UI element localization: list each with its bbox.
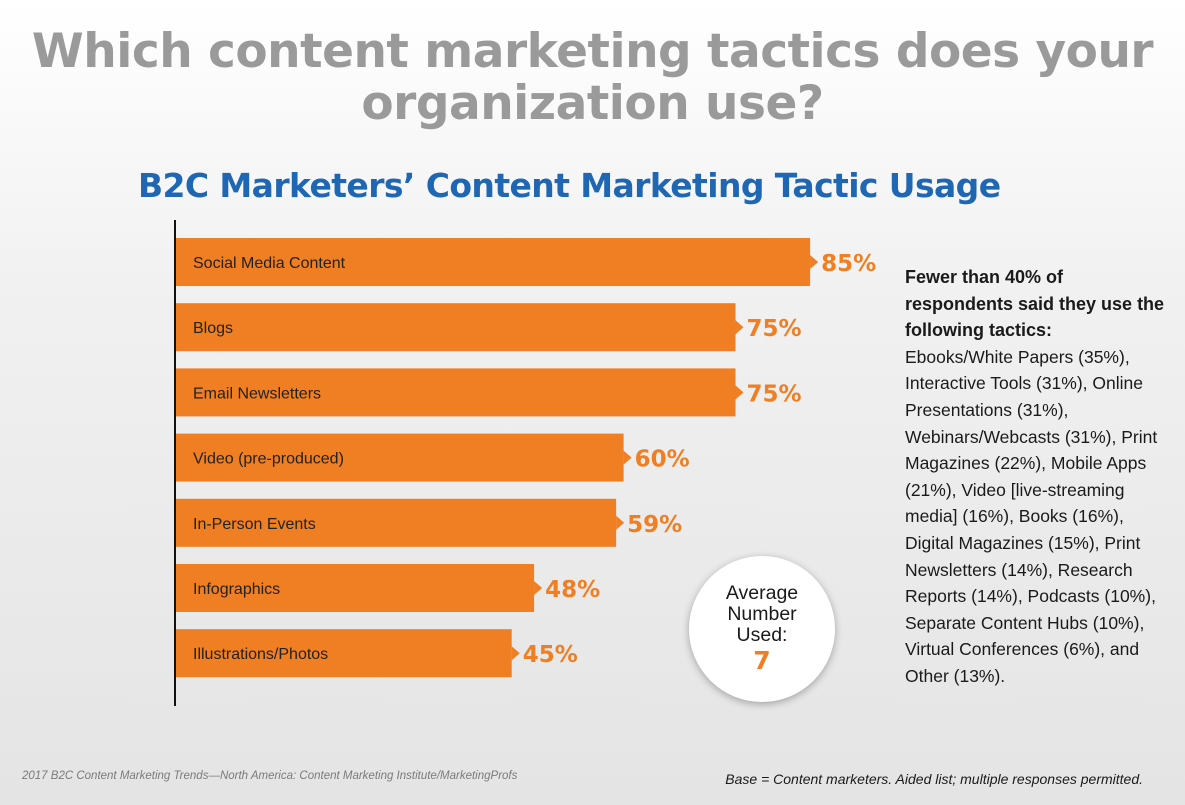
chart-title: B2C Marketers’ Content Marketing Tactic … <box>138 166 1001 205</box>
bar-pointer <box>511 646 520 661</box>
value-label: 60% <box>635 447 690 473</box>
bar <box>176 238 811 286</box>
category-label: Illustrations/Photos <box>193 646 328 663</box>
value-label: 59% <box>627 512 682 538</box>
category-label: Video (pre-produced) <box>193 451 344 468</box>
value-label: 75% <box>747 316 802 342</box>
category-label: Infographics <box>193 581 280 598</box>
average-number-value: 7 <box>753 645 771 675</box>
bar <box>176 564 535 612</box>
bar-pointer <box>534 581 543 595</box>
bar <box>176 498 617 547</box>
bar <box>176 303 736 352</box>
source-citation: 2017 B2C Content Marketing Trends—North … <box>22 770 518 782</box>
value-label: 48% <box>545 577 600 603</box>
bar-pointer <box>810 255 819 269</box>
other-tactics-list: Ebooks/White Papers (35%), Interactive T… <box>905 346 1158 686</box>
headline: Which content marketing tactics does you… <box>31 24 1154 131</box>
bar-pointer <box>616 515 625 530</box>
value-label: 85% <box>821 251 876 277</box>
bar-pointer <box>623 450 632 465</box>
bar <box>176 368 736 417</box>
category-label: Blogs <box>193 320 233 337</box>
bar-pointer <box>735 385 744 400</box>
base-note: Base = Content marketers. Aided list; mu… <box>725 771 1143 787</box>
other-tactics-note: Fewer than 40% of respondents said they … <box>905 264 1175 690</box>
other-tactics-lead: Fewer than 40% of respondents said they … <box>905 267 1165 341</box>
category-label: Social Media Content <box>193 255 346 272</box>
category-label: Email Newsletters <box>193 385 321 402</box>
bars: Social Media Content 85% Blogs 75% Email New… <box>176 238 876 678</box>
value-label: 45% <box>523 642 578 668</box>
bar <box>176 433 624 482</box>
average-number-badge: Average Number Used: 7 <box>689 556 835 702</box>
bar-pointer <box>735 320 744 335</box>
average-number-label: Average Number Used: <box>725 581 799 646</box>
category-label: In-Person Events <box>193 516 316 533</box>
value-label: 75% <box>747 381 802 407</box>
bar <box>176 629 512 678</box>
